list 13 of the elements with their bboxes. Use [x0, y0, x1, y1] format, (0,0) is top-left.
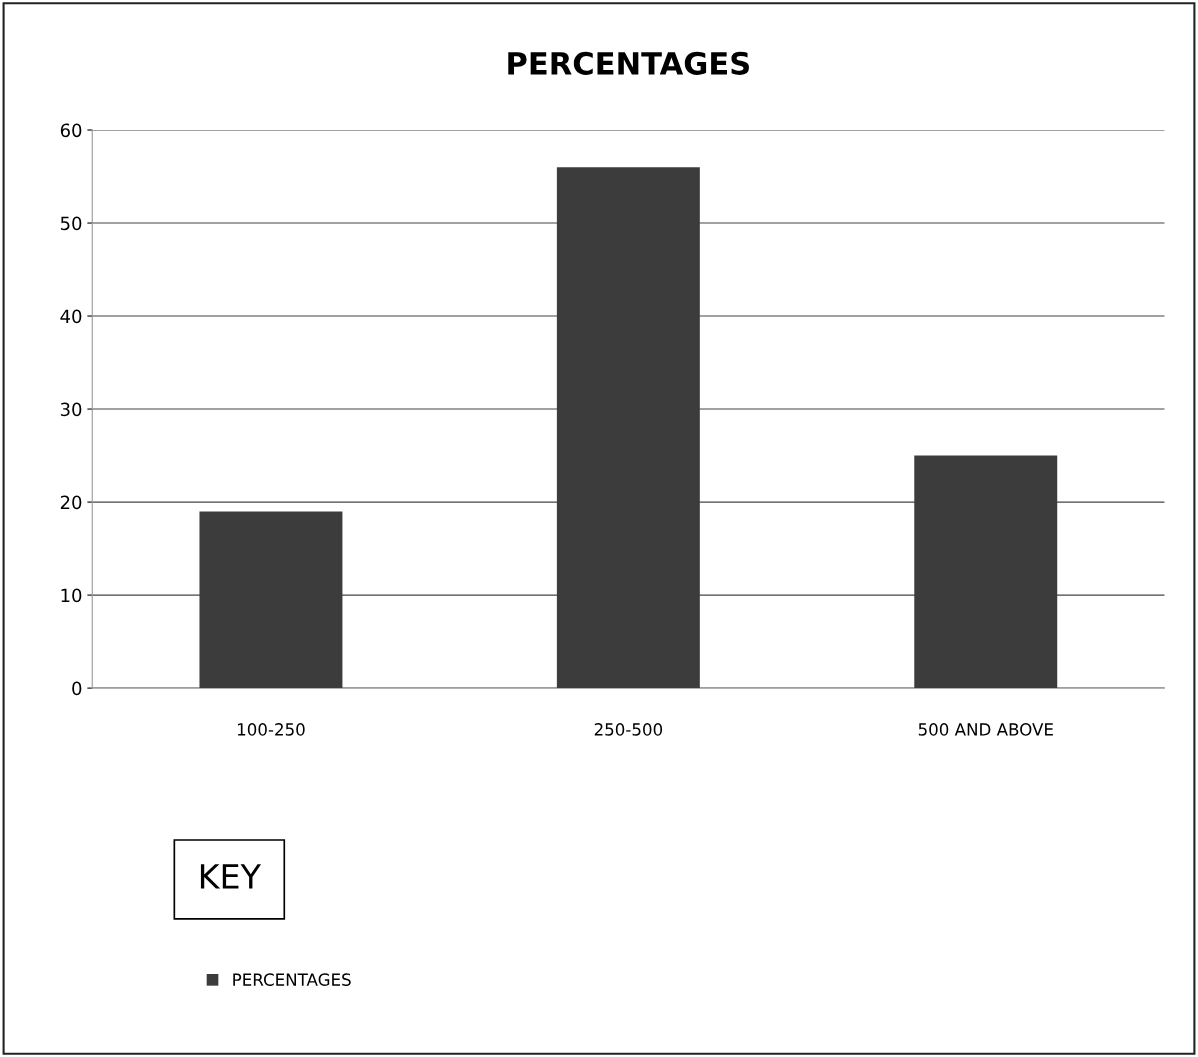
y-tick-label: 0	[72, 681, 82, 696]
x-tick-label: 500 AND ABOVE	[918, 723, 1053, 736]
chart-title: PERCENTAGES	[508, 51, 749, 75]
text: KEY	[200, 864, 262, 889]
y-tick-label: 50	[60, 216, 82, 231]
legend-label: PERCENTAGES	[233, 973, 351, 986]
y-tick-label: 40	[60, 309, 82, 324]
y-tick-label: 20	[60, 495, 82, 510]
y-tick-label: 60	[60, 123, 82, 138]
y-tick-label: 10	[61, 588, 82, 603]
x-tick-label: 100-250	[237, 723, 305, 736]
x-tick-label: 250-500	[594, 723, 663, 736]
y-tick-label: 30	[60, 402, 82, 417]
